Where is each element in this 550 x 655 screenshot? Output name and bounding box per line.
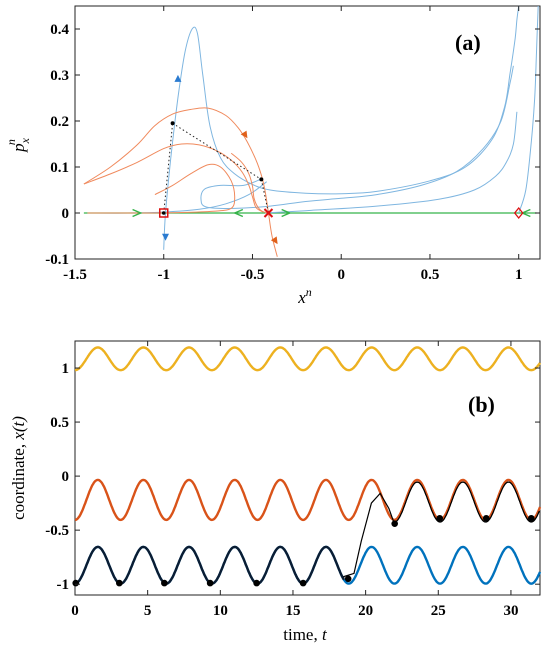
panel-b-ylabel: coordinate, x(t) <box>9 416 28 520</box>
sample-point-0 <box>72 579 80 587</box>
series-0 <box>74 346 542 372</box>
sample-point-10 <box>527 514 535 522</box>
panel-b-ticks: 0 5 10 15 20 25 30 -1 -0.5 0 0.5 1 <box>45 341 540 619</box>
path-dot-0 <box>170 121 175 126</box>
blue-trajectory-1 <box>200 65 514 209</box>
panel-b-xlabel-var: t <box>322 625 328 644</box>
a-ytick-label: -0.1 <box>45 252 69 268</box>
series-black-overlay-1 <box>74 545 345 585</box>
a-xtick-label: -0.5 <box>241 267 265 283</box>
series-1 <box>74 478 542 522</box>
panel-b-ylabel-text: coordinate, <box>9 440 28 520</box>
b-ytick-label: 0.5 <box>50 415 69 431</box>
sample-point-9 <box>482 514 490 522</box>
marker-square-dot <box>161 211 166 215</box>
b-xtick-label: 5 <box>144 603 152 619</box>
a-xtick-label: 0.5 <box>421 267 440 283</box>
a-xtick-label: 0 <box>337 267 345 283</box>
panel-a-xlabel-sup: n <box>306 285 312 299</box>
flow-arrow-6 <box>281 208 292 218</box>
panel-b-ylabel-var: x(t) <box>9 416 28 441</box>
orange-trajectory-8 <box>230 152 267 214</box>
a-xtick-label: -1 <box>157 267 170 283</box>
dotted-path-1 <box>172 122 262 180</box>
panel-a-xlabel: xn <box>297 285 312 307</box>
series-black-overlay-2 <box>394 481 540 523</box>
panel-a-ylabel-sup: n <box>4 139 18 145</box>
sample-point-1 <box>116 579 123 587</box>
sample-point-8 <box>436 514 444 522</box>
panel-a-xlabel-base: x <box>297 288 306 307</box>
b-xtick-label: 25 <box>431 603 446 619</box>
panel-b-frame <box>74 340 541 596</box>
b-xtick-label: 15 <box>285 603 300 619</box>
sample-point-3 <box>206 579 214 587</box>
path-dot-1 <box>259 177 264 182</box>
panel-a-ylabel: pxn <box>4 137 32 153</box>
a-xtick-label: -1.5 <box>63 267 87 283</box>
panel-b-xlabel-text: time, <box>283 625 322 644</box>
orange-trajectory-7 <box>87 163 236 214</box>
marker-cross <box>263 208 274 218</box>
panel-a-ylabel-sub: x <box>18 137 32 144</box>
a-ytick-label: 0.3 <box>50 68 69 84</box>
blue-trajectory-3 <box>264 111 518 214</box>
a-xtick-label: 1 <box>515 267 523 283</box>
marker-diamond <box>513 206 524 220</box>
b-ytick-label: -0.5 <box>45 523 69 539</box>
a-ytick-label: 0.1 <box>50 160 69 176</box>
panel-a-ylabel-base: p <box>9 143 28 153</box>
b-ytick-label: 1 <box>62 361 70 377</box>
flow-arrow-3 <box>270 236 278 245</box>
series-2 <box>74 545 542 585</box>
panel-b-xlabel: time, t <box>283 625 328 644</box>
sample-point-6 <box>344 575 352 583</box>
orange-trajectory-5 <box>83 107 278 257</box>
flow-arrow-2 <box>240 130 248 139</box>
panel-a-label: (a) <box>455 30 481 55</box>
a-ytick-label: 0 <box>62 206 70 222</box>
panel-a-data <box>83 5 539 257</box>
panel-a-ticks: -1.5 -1 -0.5 0 0.5 1 -0.1 0 0.1 0.2 0.3 0.4 <box>45 6 540 283</box>
blue-trajectory-4 <box>518 5 539 214</box>
a-ytick-label: 0.2 <box>50 114 69 130</box>
panel-a: -1.5 -1 -0.5 0 0.5 1-0.100.10.20.30.4 (a) xn … <box>4 5 541 307</box>
sample-point-4 <box>253 579 260 587</box>
orange-trajectory-6 <box>83 143 264 213</box>
dotted-path-0 <box>163 123 174 214</box>
marker-square <box>158 208 169 218</box>
flow-arrow-1 <box>162 233 170 241</box>
dotted-path-2 <box>260 179 269 214</box>
b-xtick-label: 0 <box>71 603 79 619</box>
panel-b-label: (b) <box>468 392 495 417</box>
series-black <box>74 481 540 585</box>
sample-point-5 <box>299 579 307 587</box>
panel-b: 0 5 10 15 20 25 30 -1 -0.5 0 0.5 1 (b) time, t coor… <box>9 340 542 644</box>
sample-point-2 <box>161 579 168 587</box>
b-xtick-label: 30 <box>503 603 518 619</box>
flow-arrow-0 <box>174 74 182 82</box>
b-xtick-label: 10 <box>213 603 228 619</box>
flow-arrow-4 <box>132 208 143 218</box>
flow-arrow-5 <box>232 208 244 218</box>
blue-trajectory-0 <box>163 5 520 250</box>
sample-point-7 <box>391 520 398 527</box>
panel-a-frame <box>74 5 541 260</box>
panel-b-data <box>72 346 542 587</box>
b-ytick-label: 0 <box>62 469 70 485</box>
b-xtick-label: 20 <box>358 603 373 619</box>
a-ytick-label: 0.4 <box>50 22 69 38</box>
b-ytick-label: -1 <box>57 577 70 593</box>
